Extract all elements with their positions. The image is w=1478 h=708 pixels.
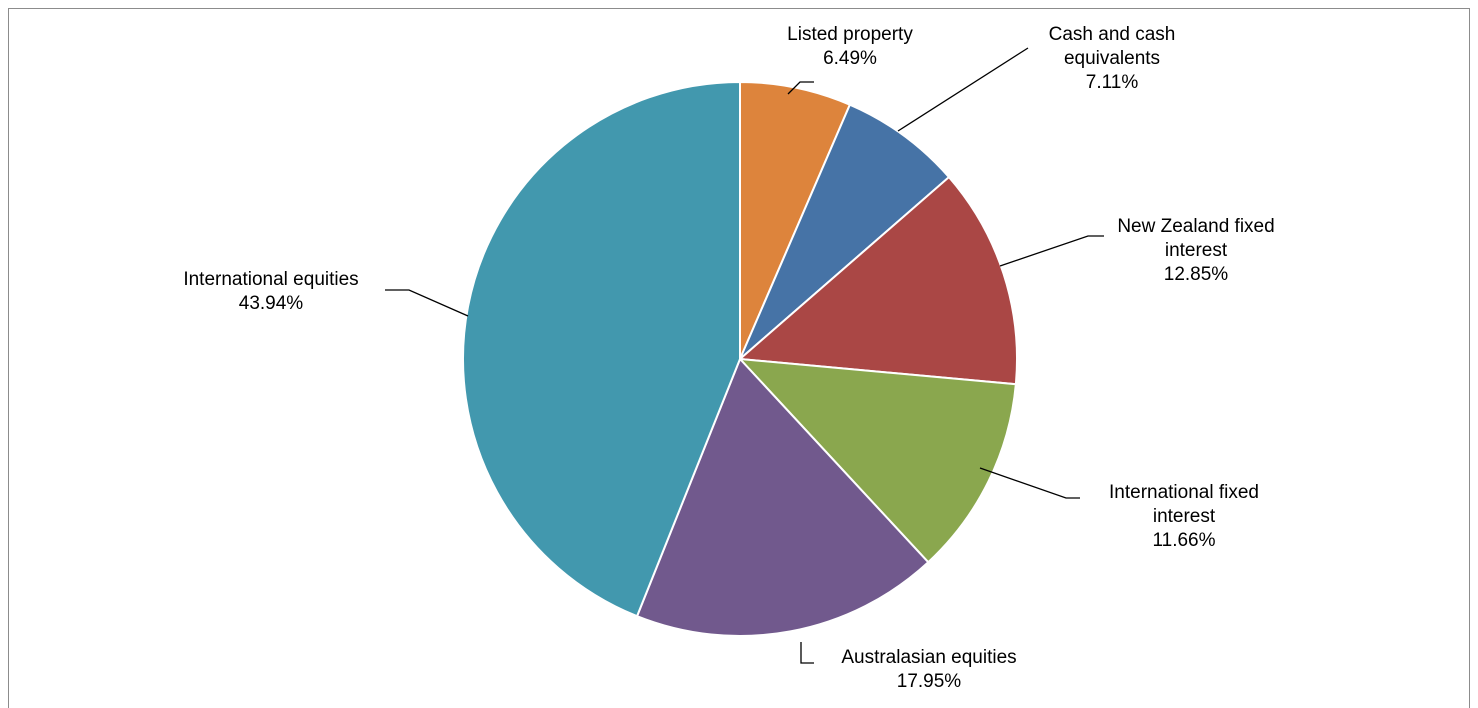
leader-line-1 <box>787 81 814 95</box>
slice-value-label-2: 7.11% <box>1086 72 1139 93</box>
pie-slice-2 <box>739 103 951 360</box>
pie-slice-5 <box>635 357 930 637</box>
slice-label-3-line-1: New Zealand fixed <box>1117 216 1274 237</box>
slice-label-6-line-1: International equities <box>183 269 358 290</box>
pie-slice-6 <box>462 80 741 618</box>
slice-label-1-line-1: Listed property <box>787 24 913 45</box>
slice-value-label-6: 43.94% <box>239 293 304 314</box>
slice-label-4-line-1: International fixed <box>1109 482 1259 503</box>
slice-value-label-1: 6.49% <box>823 48 877 69</box>
slice-value-label-4: 11.66% <box>1152 530 1215 551</box>
leader-line-5 <box>800 642 814 664</box>
pie-slice-1 <box>739 80 852 360</box>
slice-value-label-5: 17.95% <box>897 671 962 692</box>
slice-label-2-line-2: equivalents <box>1064 48 1160 69</box>
leader-line-6 <box>385 289 469 317</box>
slice-label-2-line-1: Cash and cash <box>1049 24 1176 45</box>
pie-slice-3 <box>737 175 1018 386</box>
leader-line-4 <box>979 467 1080 499</box>
pie-slice-4 <box>737 357 1017 564</box>
slice-label-4-line-2: interest <box>1153 506 1216 527</box>
leader-line-2 <box>897 47 1029 132</box>
slice-label-5-line-1: Australasian equities <box>841 647 1016 668</box>
slice-value-label-3: 12.85% <box>1164 264 1229 285</box>
leader-line-3 <box>999 235 1104 267</box>
slice-label-3-line-2: interest <box>1165 240 1228 261</box>
